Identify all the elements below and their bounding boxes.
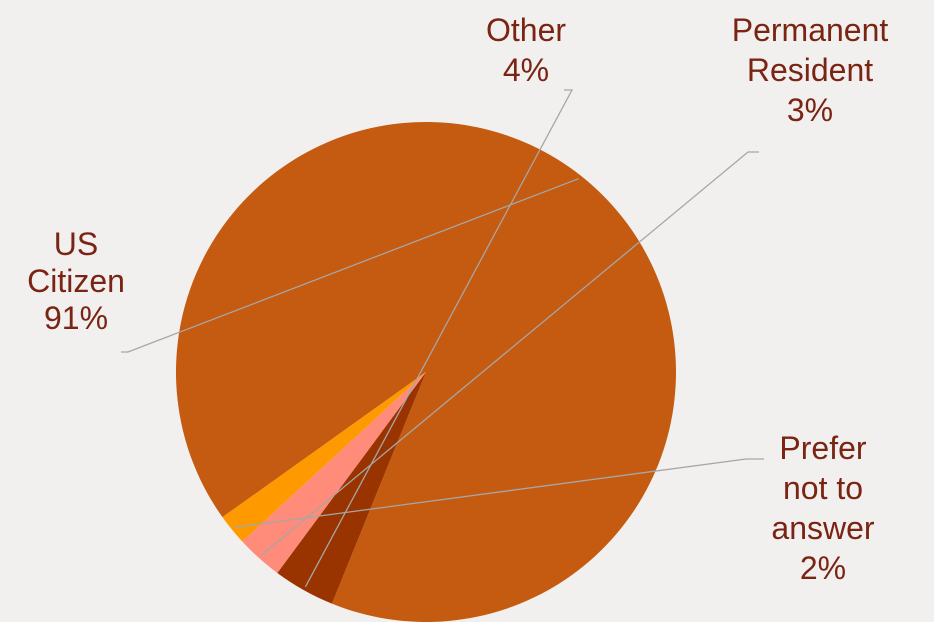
slice-label-line: Citizen: [27, 263, 125, 299]
pie-slice-prefer-not-to-answer: [222, 372, 426, 542]
slice-label-line: Prefer: [779, 430, 866, 466]
pie-slice-other: [277, 372, 426, 604]
slice-label-line: 4%: [503, 52, 549, 88]
slice-label-line: not to: [783, 470, 863, 506]
slice-label-line: 2%: [800, 550, 846, 586]
leader-line-us-citizen: [121, 178, 579, 353]
slice-label-line: 91%: [44, 300, 108, 336]
leader-line-permanent-resident: [261, 151, 759, 556]
slice-label-other: Other 4%: [486, 12, 566, 88]
pie-slice-permanent-resident: [242, 372, 426, 573]
slice-label-line: Permanent: [732, 12, 889, 48]
slice-label-line: answer: [771, 510, 875, 546]
leader-line-other: [304, 89, 574, 588]
slice-label-line: 3%: [787, 92, 833, 128]
slice-label-line: Other: [486, 12, 566, 48]
slice-label-prefer-not-to-answer: Prefer not to answer 2%: [771, 430, 875, 586]
slice-label-us-citizen: US Citizen 91%: [27, 226, 125, 336]
leader-line-prefer-not-to-answer: [234, 458, 764, 528]
slice-label-permanent-resident: Permanent Resident 3%: [732, 12, 889, 128]
slice-label-line: US: [54, 226, 98, 262]
slice-label-line: Resident: [747, 52, 873, 88]
pie-slice-us-citizen: [175, 121, 676, 622]
